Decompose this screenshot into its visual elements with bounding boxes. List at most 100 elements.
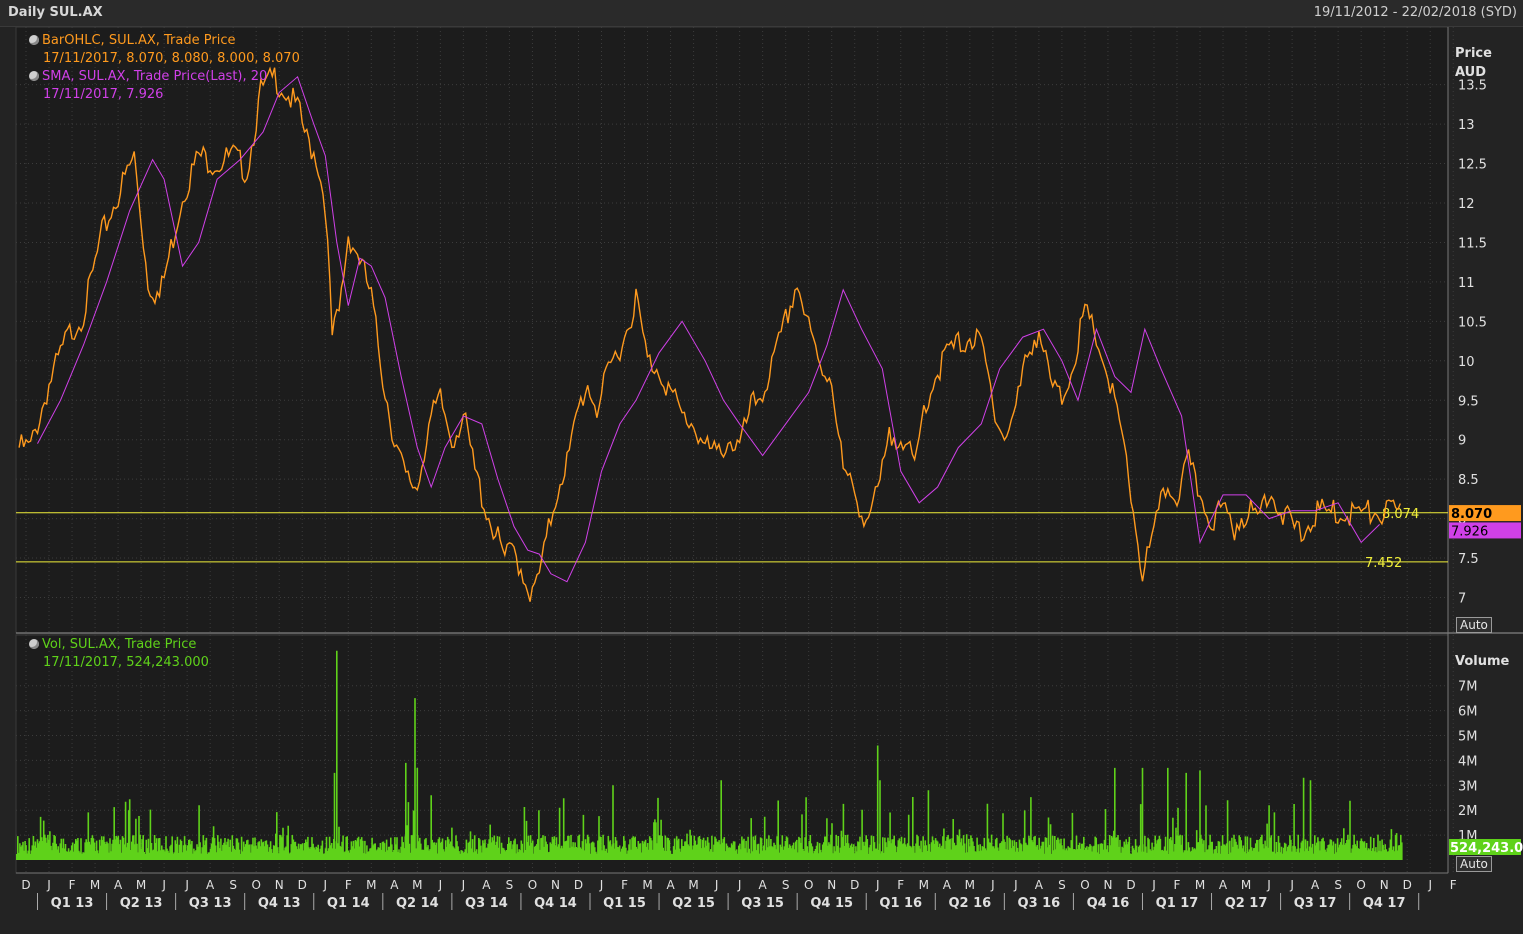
legend-sma[interactable]: SMA, SUL.AX, Trade Price(Last), 20 [29, 68, 300, 86]
x-quarter-label: Q2 15 [672, 896, 715, 911]
legend-bar-values: 17/11/2017, 8.070, 8.080, 8.000, 8.070 [43, 51, 300, 66]
sma-tag [1449, 522, 1521, 539]
x-month-label: J [161, 878, 166, 892]
legend-bullet-icon [29, 71, 39, 81]
x-month-label: A [1219, 878, 1228, 892]
y-price-tick-label: 10.5 [1458, 315, 1487, 330]
volume-auto-button[interactable]: Auto [1456, 856, 1492, 872]
legend-volume-label: Vol, SUL.AX, Trade Price [42, 637, 197, 652]
x-month-label: J [737, 878, 742, 892]
x-quarter-label: Q3 14 [465, 896, 508, 911]
legend-volume[interactable]: Vol, SUL.AX, Trade Price [29, 636, 209, 654]
x-quarter-label: Q1 16 [879, 896, 922, 911]
x-month-label: F [345, 878, 352, 892]
x-quarter-label: Q3 13 [189, 896, 232, 911]
x-month-label: A [482, 878, 491, 892]
x-quarter-label: Q3 16 [1018, 896, 1061, 911]
x-month-label: J [1427, 878, 1432, 892]
x-month-label: M [136, 878, 146, 892]
last-volume-tag [1449, 839, 1521, 855]
x-quarter-label: Q1 17 [1156, 896, 1199, 911]
y-volume-tick-label: 7M [1458, 680, 1478, 695]
x-month-label: S [1058, 878, 1066, 892]
y-price-tick-label: 9 [1458, 434, 1466, 449]
x-month-label: N [1380, 878, 1389, 892]
x-month-label: J [990, 878, 995, 892]
last-volume-tag-text: 524,243.0 [1450, 841, 1523, 856]
y-price-tick-label: 12 [1458, 197, 1475, 212]
x-quarter-label: Q4 17 [1363, 896, 1406, 911]
y-price-tick-label: 10 [1458, 355, 1475, 370]
price-plot-area [15, 26, 1449, 634]
x-month-label: N [275, 878, 284, 892]
volume-bars [16, 650, 1403, 860]
price-axis-unit: AUD [1455, 65, 1486, 80]
x-quarter-label: Q2 13 [120, 896, 163, 911]
y-volume-tick-label: 4M [1458, 754, 1478, 769]
x-quarter-label: Q2 14 [396, 896, 439, 911]
x-month-label: A [943, 878, 952, 892]
y-price-tick-label: 11.5 [1458, 236, 1487, 251]
x-month-label: M [688, 878, 698, 892]
x-month-label: N [827, 878, 836, 892]
x-month-label: M [366, 878, 376, 892]
y-price-tick-label: 12.5 [1458, 158, 1487, 173]
x-month-label: J [1013, 878, 1018, 892]
x-month-label: D [1126, 878, 1135, 892]
x-quarter-label: Q1 15 [603, 896, 646, 911]
y-volume-tick-label: 2M [1458, 804, 1478, 819]
title-bar: Daily SUL.AX 19/11/2012 - 22/02/2018 (SY… [0, 0, 1523, 27]
last-price-tag-text: 8.070 [1451, 507, 1492, 522]
x-quarter-label: Q1 14 [327, 896, 370, 911]
x-month-label: O [1356, 878, 1365, 892]
legend-bullet-icon [29, 35, 39, 45]
x-quarter-label: Q4 16 [1087, 896, 1130, 911]
price-axis-title: Price [1455, 46, 1492, 61]
price-series-line [18, 66, 1401, 602]
y-price-tick-label: 11 [1458, 276, 1475, 291]
x-month-label: O [251, 878, 260, 892]
x-month-label: A [1035, 878, 1044, 892]
legend-sma-label: SMA, SUL.AX, Trade Price(Last), 20 [42, 69, 268, 84]
x-month-label: O [804, 878, 813, 892]
y-price-tick-label: 9.5 [1458, 394, 1479, 409]
x-month-label: D [850, 878, 859, 892]
date-range: 19/11/2012 - 22/02/2018 (SYD) [1313, 5, 1517, 20]
y-volume-tick-label: 6M [1458, 705, 1478, 720]
x-month-label: D [574, 878, 583, 892]
x-month-label: F [1450, 878, 1457, 892]
x-month-label: A [1311, 878, 1320, 892]
y-volume-tick-label: 5M [1458, 730, 1478, 745]
x-month-label: J [322, 878, 327, 892]
x-month-label: F [621, 878, 628, 892]
x-month-label: J [875, 878, 880, 892]
x-month-label: M [1241, 878, 1251, 892]
x-month-label: O [1080, 878, 1089, 892]
x-quarter-label: Q4 13 [258, 896, 301, 911]
legend-volume-values: 17/11/2017, 524,243.000 [43, 655, 209, 670]
x-month-label: N [1103, 878, 1112, 892]
x-month-label: J [1151, 878, 1156, 892]
x-month-label: J [438, 878, 443, 892]
legend-bar-ohlc[interactable]: BarOHLC, SUL.AX, Trade Price [29, 32, 300, 50]
x-month-label: S [229, 878, 237, 892]
y-price-tick-label: 13 [1458, 118, 1475, 133]
x-month-label: S [506, 878, 514, 892]
x-month-label: J [714, 878, 719, 892]
price-auto-button[interactable]: Auto [1456, 617, 1492, 633]
legend-sma-values: 17/11/2017, 7.926 [43, 87, 164, 102]
chart-title: Daily SUL.AX [8, 5, 103, 20]
y-price-tick-label: 13.5 [1458, 79, 1487, 94]
legend-bar-label: BarOHLC, SUL.AX, Trade Price [42, 33, 236, 48]
x-quarter-label: Q4 14 [534, 896, 577, 911]
x-month-label: F [1174, 878, 1181, 892]
x-month-label: J [1266, 878, 1271, 892]
x-month-label: A [666, 878, 675, 892]
y-price-tick-label: 7 [1458, 592, 1466, 607]
x-month-label: F [69, 878, 76, 892]
y-price-tick-label: 8.5 [1458, 473, 1479, 488]
x-month-label: D [21, 878, 30, 892]
last-price-tag [1449, 505, 1521, 522]
x-month-label: D [1403, 878, 1412, 892]
